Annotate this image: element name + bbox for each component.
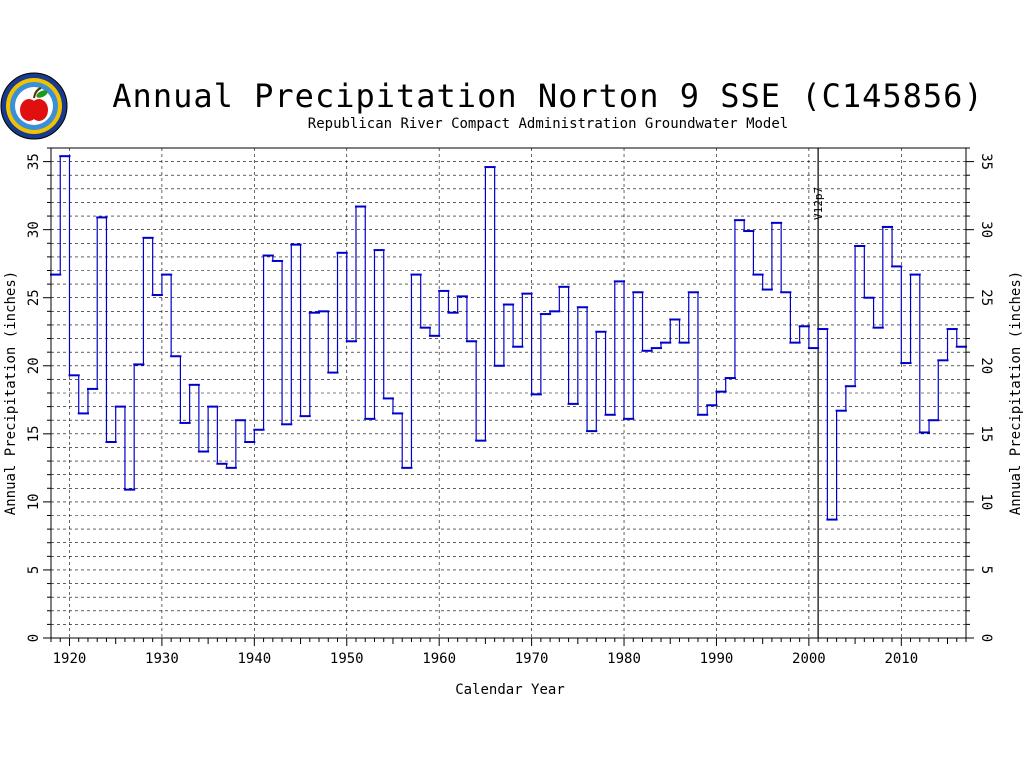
y-tick-label-right: 20 <box>978 357 994 374</box>
y-tick-label-right: 30 <box>978 221 994 238</box>
y-tick-label-left: 0 <box>26 634 42 642</box>
y-tick-label-left: 35 <box>26 153 42 170</box>
y-tick-label-left: 15 <box>26 425 42 442</box>
x-tick-label: 1950 <box>330 651 364 667</box>
y-axis-label-right: Annual Precipitation (inches) <box>1008 271 1024 515</box>
y-tick-label-right: 15 <box>978 425 994 442</box>
tick-layer: 1920 1930 1940 1950 1960 1970 1980 1990 2000 2010… <box>26 147 994 667</box>
y-tick-label-left: 20 <box>26 357 42 374</box>
series-layer <box>50 155 967 521</box>
x-tick-label: 1970 <box>515 651 549 667</box>
annotation-label: V12p7 <box>812 187 825 220</box>
x-tick-label: 1990 <box>700 651 734 667</box>
x-tick-label: 1960 <box>422 651 456 667</box>
y-axis-label-left: Annual Precipitation (inches) <box>3 271 19 515</box>
chart-title: Annual Precipitation Norton 9 SSE (C1458… <box>112 77 983 115</box>
annotation-layer: V12p7 <box>812 148 825 638</box>
chart-subtitle: Republican River Compact Administration … <box>308 116 788 132</box>
x-tick-label: 1930 <box>145 651 179 667</box>
y-tick-label-left: 10 <box>26 493 42 510</box>
x-tick-label: 2010 <box>884 651 918 667</box>
grid <box>51 148 966 638</box>
apple-seal-icon <box>0 72 68 140</box>
x-axis-label: Calendar Year <box>455 682 565 698</box>
y-tick-label-right: 10 <box>978 493 994 510</box>
y-tick-label-left: 5 <box>26 566 42 574</box>
x-tick-label: 1980 <box>607 651 641 667</box>
y-tick-label-right: 5 <box>978 566 994 574</box>
x-tick-label: 1940 <box>237 651 271 667</box>
y-tick-label-right: 35 <box>978 153 994 170</box>
x-tick-label: 2000 <box>792 651 826 667</box>
y-tick-label-left: 25 <box>26 289 42 306</box>
y-tick-label-right: 0 <box>978 634 994 642</box>
y-tick-label-right: 25 <box>978 289 994 306</box>
y-tick-label-left: 30 <box>26 221 42 238</box>
x-tick-label: 1920 <box>53 651 87 667</box>
